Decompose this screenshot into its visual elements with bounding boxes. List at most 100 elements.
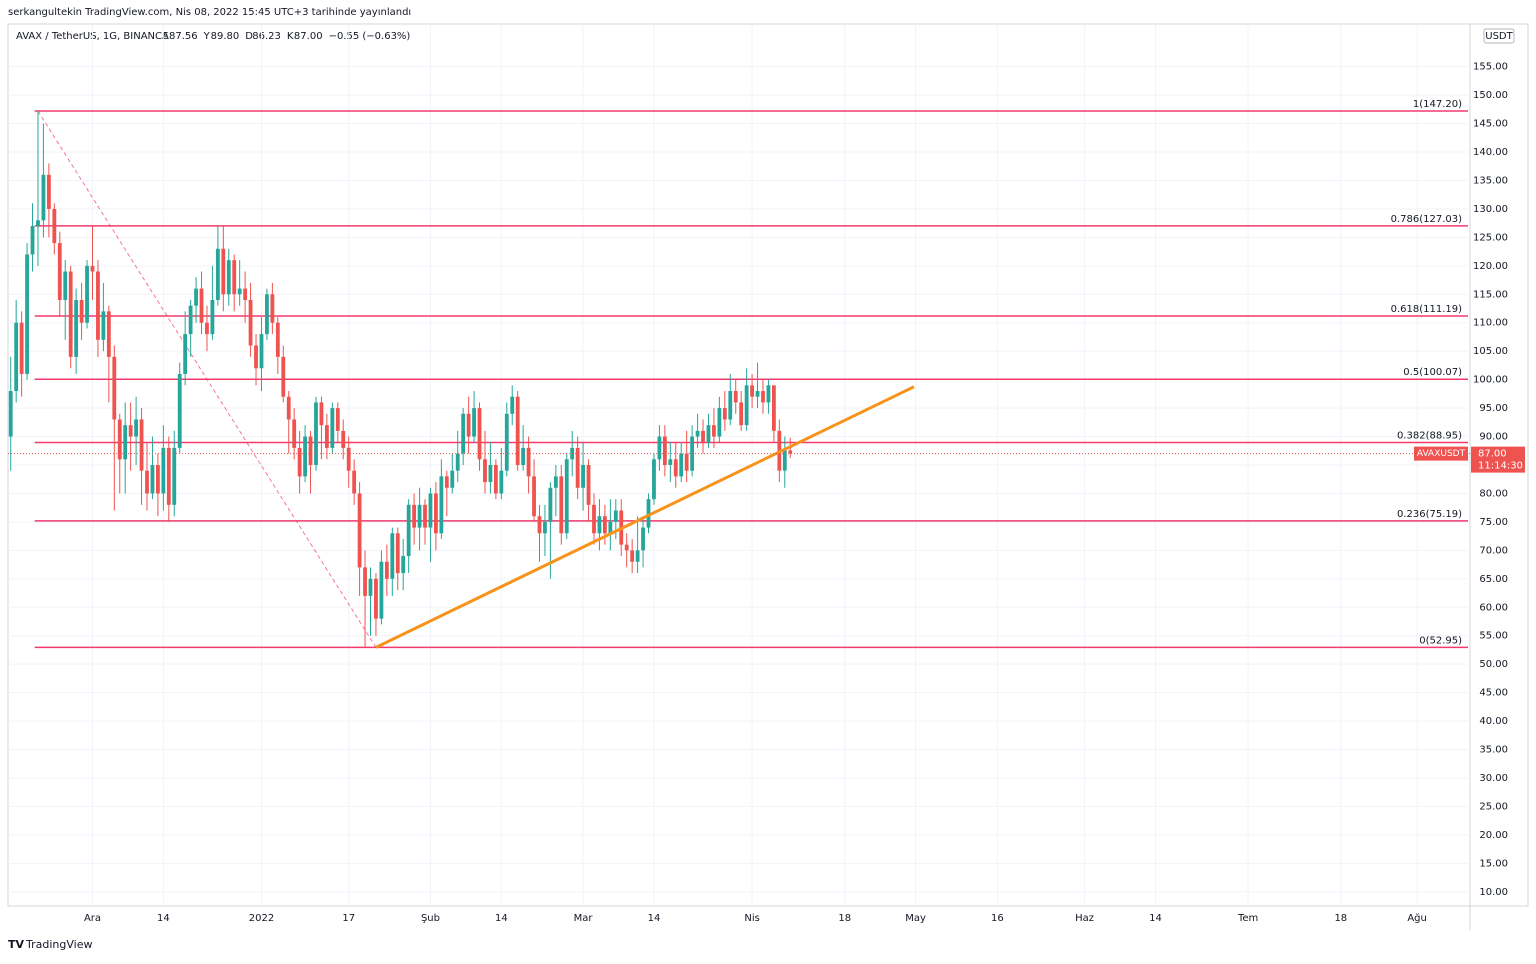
candle-body [205,322,209,335]
candle-body [85,265,89,323]
candle-body [41,174,46,221]
candle-body [374,578,378,619]
y-tick-label: 50.00 [1479,659,1508,670]
candle-body [739,402,744,426]
candle-body [750,385,754,397]
candle-body [379,561,384,619]
candle-body [728,391,733,420]
publisher: serkangultekin TradingView.com, Nis 08, … [8,7,411,18]
x-tick-label: Şub [421,913,440,924]
candle-body [161,447,166,494]
candle-body [297,447,302,477]
candle-body [281,356,286,397]
candle-body [106,311,111,357]
candle-body [19,322,24,374]
candle-body [112,356,117,420]
x-tick-label: Tem [1237,913,1258,924]
x-tick-label: 14 [157,913,170,924]
candle-body [259,334,264,369]
y-tick-label: 55.00 [1479,631,1508,642]
candle-body [292,419,297,448]
candle-body [646,499,651,528]
candle-body [145,470,149,494]
candle-body [96,271,100,340]
y-tick-label: 90.00 [1479,432,1508,443]
candle-body [581,465,586,488]
x-tick-label: 18 [1334,913,1347,924]
x-tick-label: Haz [1075,913,1094,924]
y-tick-label: 120.00 [1473,261,1508,272]
candle-body [30,226,35,255]
candle-body [515,396,520,465]
candle-body [521,447,526,465]
candle-body [635,550,640,562]
currency-box[interactable] [1483,28,1515,44]
ohlc-value: 87.56 [169,31,198,42]
candle-body [36,220,40,227]
candle-body [79,299,84,323]
candle-body [439,476,444,534]
candle-body [324,425,329,448]
y-tick-label: 140.00 [1473,147,1508,158]
fib-label: 0.5(100.07) [1403,367,1462,378]
candle-body [221,248,226,295]
y-tick-label: 115.00 [1473,289,1508,300]
candle-body [194,288,198,306]
candle-body [608,521,613,534]
candle-body [602,516,607,534]
candle-body [706,425,711,443]
candle-body [52,208,57,244]
candle-body [363,567,367,596]
candle-body [150,465,155,494]
y-tick-label: 150.00 [1473,90,1508,101]
candle-body [412,504,417,528]
fib-label: 0.236(75.19) [1397,509,1462,520]
x-tick-label: 14 [648,913,661,924]
candle-body [63,271,68,300]
candle-body [559,476,564,534]
currency[interactable]: USDT [1485,31,1513,42]
candle-body [8,391,13,437]
candle-body [139,419,144,471]
candle-body [532,476,536,517]
candle-body [128,425,133,437]
candle-body [624,544,629,551]
candle-body [733,391,738,403]
price-tag-text: 87.00 [1478,449,1507,460]
ohlc-key: K [287,31,294,42]
candle-body [526,447,531,477]
ohlc-key: D [245,31,253,42]
candle-body [597,516,602,534]
candle-body [46,174,51,209]
candle-body [499,470,504,494]
y-tick-label: 15.00 [1479,858,1508,869]
x-tick-label: Mar [574,913,594,924]
candle-body [210,299,215,335]
candle-body [270,294,275,323]
candle-body [771,385,776,431]
candle-body [472,408,476,437]
candle-body [14,322,19,392]
x-tick-label: Ağu [1407,912,1427,924]
candle-body [117,419,122,460]
y-tick-label: 20.00 [1479,830,1508,841]
x-tick-label: 17 [342,913,355,924]
candle-body [592,504,596,534]
candle-body [477,408,482,460]
price-tag [1471,446,1525,473]
candle-body [455,453,460,471]
candle-body [434,493,438,534]
candle-body [101,311,106,340]
candle-body [368,578,373,596]
candle-body [352,470,357,494]
candle-body [450,470,455,488]
y-tick-label: 125.00 [1473,232,1508,243]
x-tick-label: May [905,913,926,924]
countdown: 11:14:30 [1478,461,1523,472]
candle-body [188,305,193,335]
candle-body [177,373,182,448]
candle-body [243,288,248,300]
candle-body [341,430,346,448]
candle-body [668,459,673,465]
candle-body [155,465,160,494]
